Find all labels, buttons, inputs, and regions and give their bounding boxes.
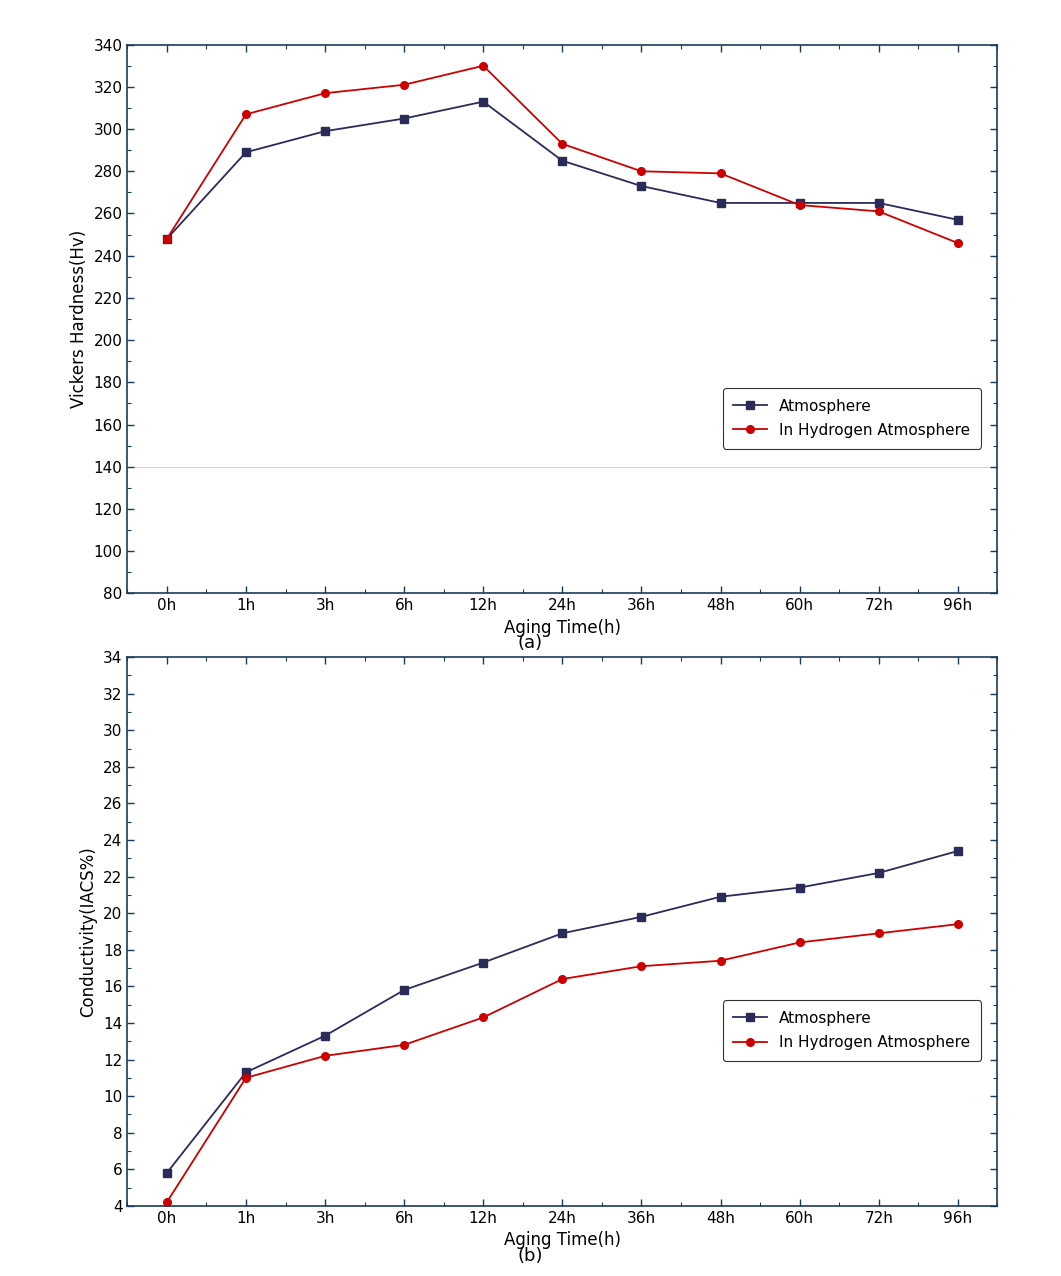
Legend: Atmosphere, In Hydrogen Atmosphere: Atmosphere, In Hydrogen Atmosphere	[723, 388, 981, 449]
Atmosphere	[476, 94, 489, 110]
Atmosphere	[318, 1028, 331, 1044]
In Hydrogen Atmosphere	[160, 231, 173, 246]
In Hydrogen Atmosphere	[556, 137, 569, 152]
In Hydrogen Atmosphere	[872, 925, 885, 940]
In Hydrogen Atmosphere	[636, 163, 648, 179]
Atmosphere	[160, 1165, 173, 1180]
In Hydrogen Atmosphere	[556, 971, 569, 986]
Atmosphere	[398, 983, 411, 998]
Atmosphere	[636, 179, 648, 194]
Line: In Hydrogen Atmosphere: In Hydrogen Atmosphere	[163, 920, 961, 1206]
Text: (b): (b)	[518, 1247, 543, 1265]
Atmosphere	[240, 1064, 253, 1079]
In Hydrogen Atmosphere	[476, 1009, 489, 1025]
Atmosphere	[160, 231, 173, 246]
In Hydrogen Atmosphere	[714, 953, 727, 968]
Atmosphere	[714, 889, 727, 905]
In Hydrogen Atmosphere	[794, 198, 806, 213]
In Hydrogen Atmosphere	[318, 85, 331, 101]
Legend: Atmosphere, In Hydrogen Atmosphere: Atmosphere, In Hydrogen Atmosphere	[723, 1000, 981, 1062]
In Hydrogen Atmosphere	[714, 166, 727, 181]
Atmosphere	[318, 124, 331, 139]
Atmosphere	[240, 144, 253, 160]
Atmosphere	[398, 111, 411, 126]
X-axis label: Aging Time(h): Aging Time(h)	[504, 619, 621, 637]
In Hydrogen Atmosphere	[872, 204, 885, 219]
Atmosphere	[556, 925, 569, 940]
Atmosphere	[636, 910, 648, 925]
In Hydrogen Atmosphere	[476, 59, 489, 74]
Atmosphere	[556, 153, 569, 168]
Atmosphere	[794, 880, 806, 896]
Y-axis label: Vickers Hardness(Hv): Vickers Hardness(Hv)	[70, 230, 88, 408]
In Hydrogen Atmosphere	[952, 916, 964, 931]
Line: In Hydrogen Atmosphere: In Hydrogen Atmosphere	[163, 63, 961, 246]
In Hydrogen Atmosphere	[952, 235, 964, 250]
In Hydrogen Atmosphere	[636, 958, 648, 974]
In Hydrogen Atmosphere	[240, 107, 253, 122]
Line: Atmosphere: Atmosphere	[163, 847, 961, 1176]
Atmosphere	[952, 212, 964, 227]
In Hydrogen Atmosphere	[794, 935, 806, 951]
In Hydrogen Atmosphere	[398, 77, 411, 92]
X-axis label: Aging Time(h): Aging Time(h)	[504, 1231, 621, 1249]
Atmosphere	[794, 195, 806, 211]
Y-axis label: Conductivity(IACS%): Conductivity(IACS%)	[80, 846, 98, 1017]
Line: Atmosphere: Atmosphere	[163, 98, 961, 242]
Atmosphere	[952, 843, 964, 859]
In Hydrogen Atmosphere	[240, 1071, 253, 1086]
Atmosphere	[872, 195, 885, 211]
In Hydrogen Atmosphere	[398, 1037, 411, 1053]
Text: (a): (a)	[518, 634, 543, 652]
Atmosphere	[872, 865, 885, 880]
Atmosphere	[476, 954, 489, 970]
In Hydrogen Atmosphere	[160, 1194, 173, 1210]
Atmosphere	[714, 195, 727, 211]
In Hydrogen Atmosphere	[318, 1048, 331, 1063]
